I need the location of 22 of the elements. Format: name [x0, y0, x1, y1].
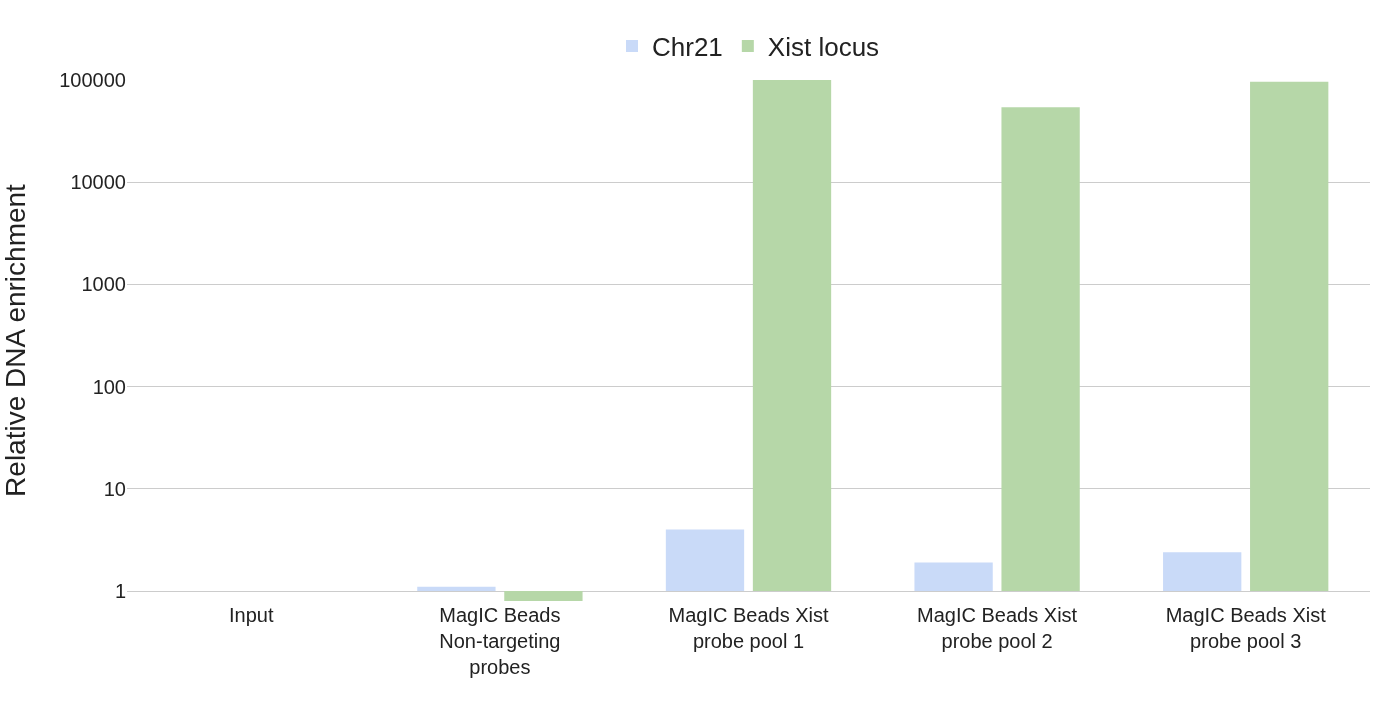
- bar: [1163, 552, 1242, 592]
- bar: [504, 591, 583, 601]
- x-tick-label: MagIC Beads Xist probe pool 3: [1165, 604, 1327, 652]
- y-tick-label: 100: [92, 375, 126, 398]
- x-tick-label: MagIC Beads Non-targeting probes: [439, 604, 561, 678]
- bar: [417, 586, 496, 592]
- bar: [1001, 107, 1080, 592]
- y-tick-label: 10000: [70, 171, 126, 194]
- legend-label: Xist locus: [767, 32, 880, 63]
- y-tick-label: 1000: [81, 273, 126, 296]
- y-axis-title: Relative DNA enrichment: [0, 183, 31, 497]
- bar: [752, 80, 832, 592]
- x-tick-label: Input: [229, 604, 274, 626]
- y-tick-label: 1: [114, 580, 126, 603]
- legend-label: Chr21: [652, 32, 723, 63]
- x-tick-label: MagIC Beads Xist probe pool 1: [668, 604, 829, 652]
- y-tick-label: 10: [103, 477, 126, 500]
- bar: [1250, 81, 1329, 592]
- y-tick-label: 100000: [59, 69, 126, 91]
- bar: [914, 562, 993, 592]
- bar: [665, 529, 745, 592]
- x-tick-label: MagIC Beads Xist probe pool 2: [917, 604, 1078, 652]
